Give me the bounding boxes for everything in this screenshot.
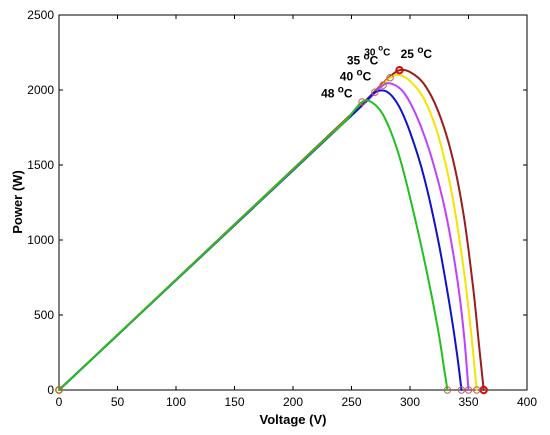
- mpp-marker-0: [395, 66, 404, 75]
- voc-marker-3: [457, 386, 466, 394]
- annotation-unit: C: [383, 48, 390, 59]
- voc-marker-1: [472, 386, 481, 394]
- x-tick-label: 350: [458, 395, 478, 409]
- temperature-annotation: 40 oC: [340, 67, 372, 83]
- annotation-degree: o: [378, 44, 383, 53]
- plot-area: [58, 14, 528, 391]
- voc-marker-0: [479, 385, 488, 395]
- x-tick-label: 400: [517, 395, 537, 409]
- y-tick-label: 1000: [27, 233, 54, 247]
- axis-ticks: 0 50 100 150 200 250 300 350 400 0 500 1000 1500 2000…: [27, 8, 537, 409]
- y-tick-label: 2000: [27, 83, 54, 97]
- x-tick-label: 100: [166, 395, 186, 409]
- mpp-marker-2: [379, 81, 387, 89]
- y-tick-label: 2500: [27, 8, 54, 22]
- temperature-annotation: 30 oC: [364, 44, 390, 59]
- x-tick-label: 250: [341, 395, 361, 409]
- mpp-marker-3: [371, 88, 379, 96]
- annotation-value: 40: [340, 69, 357, 83]
- annotation-degree: o: [417, 45, 423, 56]
- x-tick-label: 150: [224, 395, 244, 409]
- voc-marker-2: [464, 386, 473, 394]
- temperature-annotation: 48 oC: [321, 85, 353, 101]
- voc-marker-4: [443, 386, 452, 394]
- y-tick-label: 500: [34, 308, 54, 322]
- annotation-value: 25: [401, 47, 418, 61]
- y-axis-label: Power (W): [10, 170, 25, 234]
- x-axis-label: Voltage (V): [260, 412, 327, 427]
- annotation-value: 35: [347, 54, 364, 68]
- markers-layer: [55, 66, 488, 395]
- mpp-marker-4: [358, 98, 366, 106]
- annotation-value: 30: [364, 48, 378, 59]
- annotation-degree: o: [356, 67, 362, 78]
- annotation-unit: C: [370, 54, 379, 68]
- x-tick-label: 50: [111, 395, 125, 409]
- x-tick-label: 0: [56, 395, 63, 409]
- temperature-annotation: 35 oC: [347, 52, 379, 68]
- temperature-annotation: 25 oC: [401, 45, 433, 61]
- x-tick-label: 200: [283, 395, 303, 409]
- series-line-4: [58, 99, 449, 391]
- annotation-degree: o: [364, 52, 370, 63]
- annotation-unit: C: [423, 47, 432, 61]
- series-layer: [58, 68, 485, 391]
- annotation-unit: C: [344, 87, 353, 101]
- annotation-degree: o: [338, 85, 344, 96]
- y-tick-label: 0: [47, 383, 54, 397]
- annotation-value: 48: [321, 87, 338, 101]
- annotation-unit: C: [363, 69, 372, 83]
- origin-marker: [55, 386, 63, 394]
- x-tick-label: 300: [400, 395, 420, 409]
- y-tick-label: 1500: [27, 158, 54, 172]
- mpp-marker-1: [386, 74, 394, 82]
